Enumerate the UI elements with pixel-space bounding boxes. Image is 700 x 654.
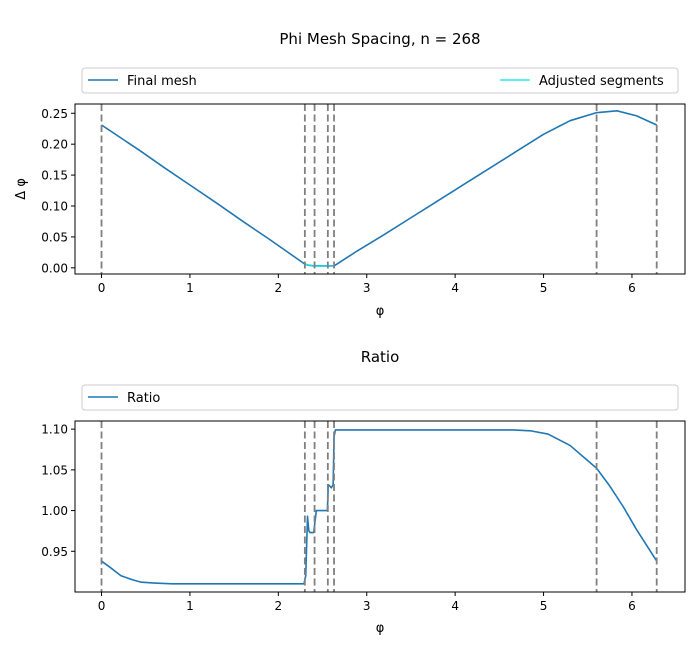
- ratio-series-ratio: [101, 429, 658, 585]
- ratio-x-tick-label: 3: [363, 599, 371, 613]
- ratio-legend: Ratio: [81, 384, 679, 411]
- mesh-spacing-y-tick-label: 0.25: [41, 107, 68, 121]
- mesh-spacing-y-tick-label: 0.00: [41, 261, 68, 275]
- mesh-spacing-chart: Phi Mesh Spacing, n = 268 φ Δ φ Final me…: [14, 30, 686, 319]
- ratio-axes-frame: [74, 420, 686, 593]
- mesh-spacing-xlabel: φ: [376, 304, 385, 319]
- ratio-x-tick-label: 0: [98, 599, 106, 613]
- ratio-xlabel: φ: [376, 621, 385, 636]
- mesh-spacing-y-tick-label: 0.20: [41, 138, 68, 152]
- ratio-title: Ratio: [361, 348, 400, 366]
- ratio-x-tick-label: 1: [186, 599, 194, 613]
- legend-label-final-mesh: Final mesh: [127, 74, 197, 89]
- mesh-spacing-y-tick-label: 0.15: [41, 169, 68, 183]
- ratio-x-tick-label: 6: [628, 599, 636, 613]
- mesh-spacing-x-tick-label: 3: [363, 281, 371, 295]
- legend-frame: [81, 67, 679, 94]
- ratio-x-tick-label: 2: [275, 599, 283, 613]
- ratio-x-tick-label: 5: [540, 599, 548, 613]
- mesh-spacing-axes-frame: [74, 103, 686, 275]
- ratio-y-tick-label: 0.95: [41, 545, 68, 559]
- ratio-x-tick-label: 4: [451, 599, 459, 613]
- legend-label-ratio: Ratio: [127, 391, 160, 406]
- legend-frame: [81, 384, 679, 411]
- mesh-spacing-x-tick-label: 4: [451, 281, 459, 295]
- mesh-spacing-ylabel: Δ φ: [14, 178, 29, 200]
- mesh-spacing-x-tick-label: 2: [275, 281, 283, 295]
- mesh-spacing-title: Phi Mesh Spacing, n = 268: [279, 30, 480, 48]
- mesh-spacing-series-adjusted-segments: [304, 263, 335, 267]
- mesh-spacing-series-final-mesh: [101, 110, 658, 267]
- ratio-chart: Ratio φ Ratio 0 1 2 3 4 5 6 0.95 1.00 1.05 1.10: [41, 348, 686, 636]
- ratio-y-tick-label: 1.00: [41, 504, 68, 518]
- legend-label-adjusted-segments: Adjusted segments: [539, 74, 664, 89]
- mesh-spacing-y-tick-label: 0.05: [41, 230, 68, 244]
- mesh-spacing-y-tick-label: 0.10: [41, 200, 68, 214]
- mesh-spacing-x-tick-label: 6: [628, 281, 636, 295]
- mesh-spacing-x-tick-label: 1: [186, 281, 194, 295]
- ratio-y-tick-label: 1.10: [41, 423, 68, 437]
- mesh-spacing-x-tick-label: 5: [540, 281, 548, 295]
- mesh-spacing-legend: Final mesh Adjusted segments: [81, 67, 679, 94]
- mesh-spacing-x-tick-label: 0: [98, 281, 106, 295]
- ratio-y-tick-label: 1.05: [41, 463, 68, 477]
